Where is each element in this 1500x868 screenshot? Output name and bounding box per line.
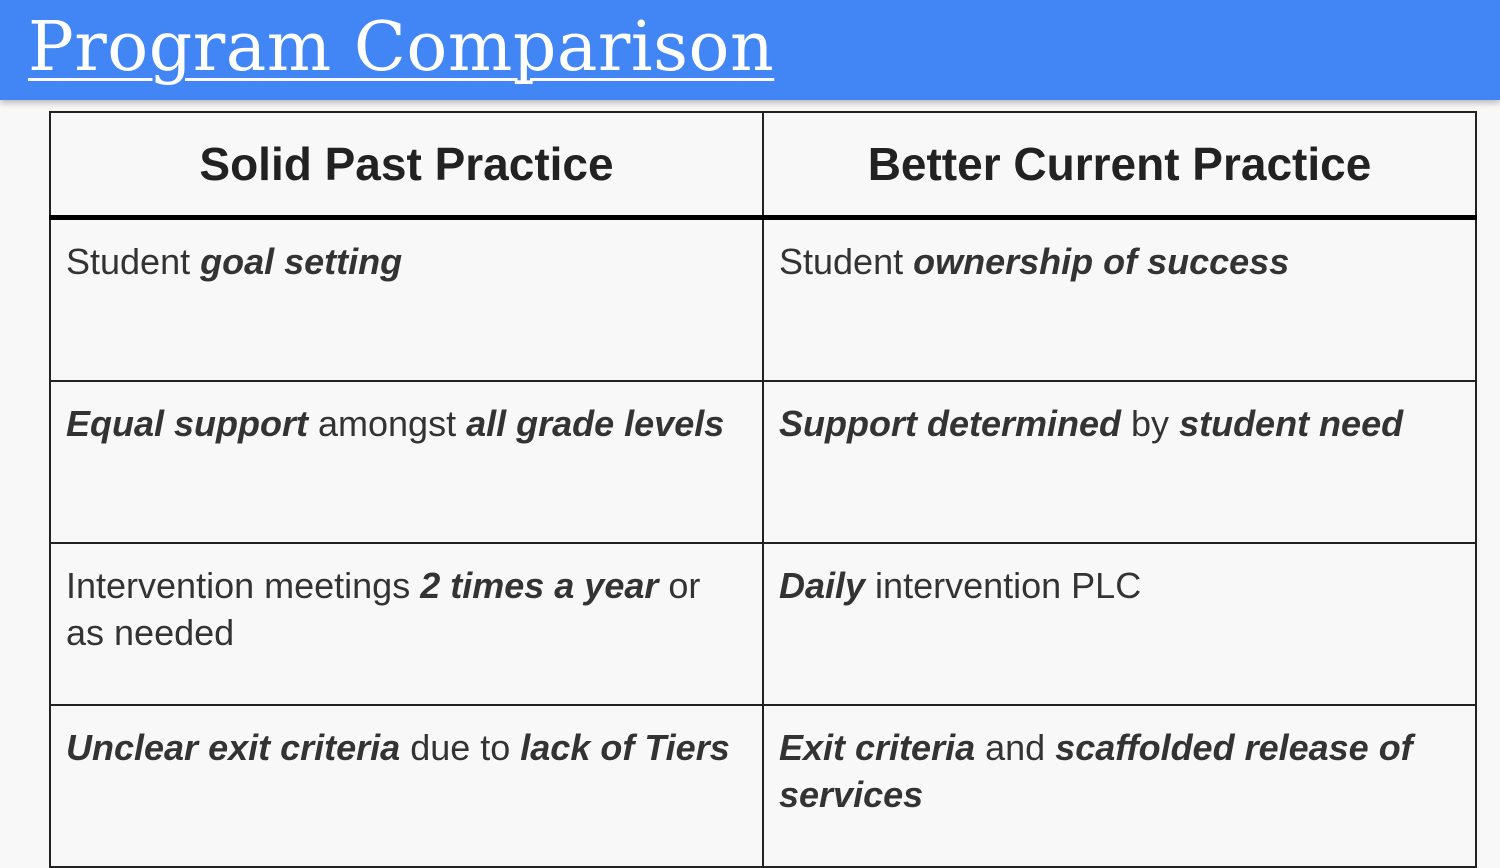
emphasized-text: ownership of success — [913, 241, 1290, 282]
emphasized-text: goal setting — [200, 241, 403, 282]
emphasized-text: 2 times a year — [420, 565, 659, 606]
cell-text: by — [1121, 403, 1180, 444]
emphasized-text: lack of Tiers — [520, 727, 730, 768]
cell-current-practice: Daily intervention PLC — [762, 542, 1477, 706]
header-past-practice: Solid Past Practice — [49, 111, 764, 220]
emphasized-text: student need — [1179, 403, 1404, 444]
slide-title: Program Comparison — [28, 8, 775, 87]
emphasized-text: Daily — [779, 565, 866, 606]
comparison-table: Solid Past Practice Better Current Pract… — [49, 111, 1477, 868]
cell-text: amongst — [308, 403, 467, 444]
emphasized-text: Support determined — [779, 403, 1122, 444]
header-row: Solid Past Practice Better Current Pract… — [49, 111, 1477, 220]
table-row: Student goal setting Student ownership o… — [49, 216, 1477, 382]
cell-text: and — [975, 727, 1056, 768]
cell-text: due to — [400, 727, 521, 768]
emphasized-text: Unclear exit criteria — [66, 727, 401, 768]
cell-past-practice: Intervention meetings 2 times a year or … — [49, 542, 764, 706]
cell-text: Student — [66, 241, 201, 282]
cell-text: intervention PLC — [865, 565, 1142, 606]
cell-past-practice: Student goal setting — [49, 216, 764, 382]
emphasized-text: Exit criteria — [779, 727, 976, 768]
emphasized-text: scaffolded release of services — [779, 727, 1413, 815]
cell-current-practice: Exit criteria and scaffolded release of … — [762, 704, 1477, 868]
cell-text: Student — [779, 241, 914, 282]
cell-text: Intervention meetings — [66, 565, 421, 606]
cell-current-practice: Support determined by student need — [762, 380, 1477, 544]
cell-current-practice: Student ownership of success — [762, 216, 1477, 382]
cell-past-practice: Unclear exit criteria due to lack of Tie… — [49, 704, 764, 868]
emphasized-text: all grade levels — [466, 403, 725, 444]
cell-past-practice: Equal support amongst all grade levels — [49, 380, 764, 544]
cell-text: or as needed — [66, 565, 701, 653]
table-row: Equal support amongst all grade levels S… — [49, 380, 1477, 544]
table-row: Intervention meetings 2 times a year or … — [49, 542, 1477, 706]
title-bar: Program Comparison — [0, 0, 1500, 100]
header-current-practice: Better Current Practice — [762, 111, 1477, 220]
emphasized-text: Equal support — [66, 403, 308, 444]
table-row: Unclear exit criteria due to lack of Tie… — [49, 704, 1477, 868]
